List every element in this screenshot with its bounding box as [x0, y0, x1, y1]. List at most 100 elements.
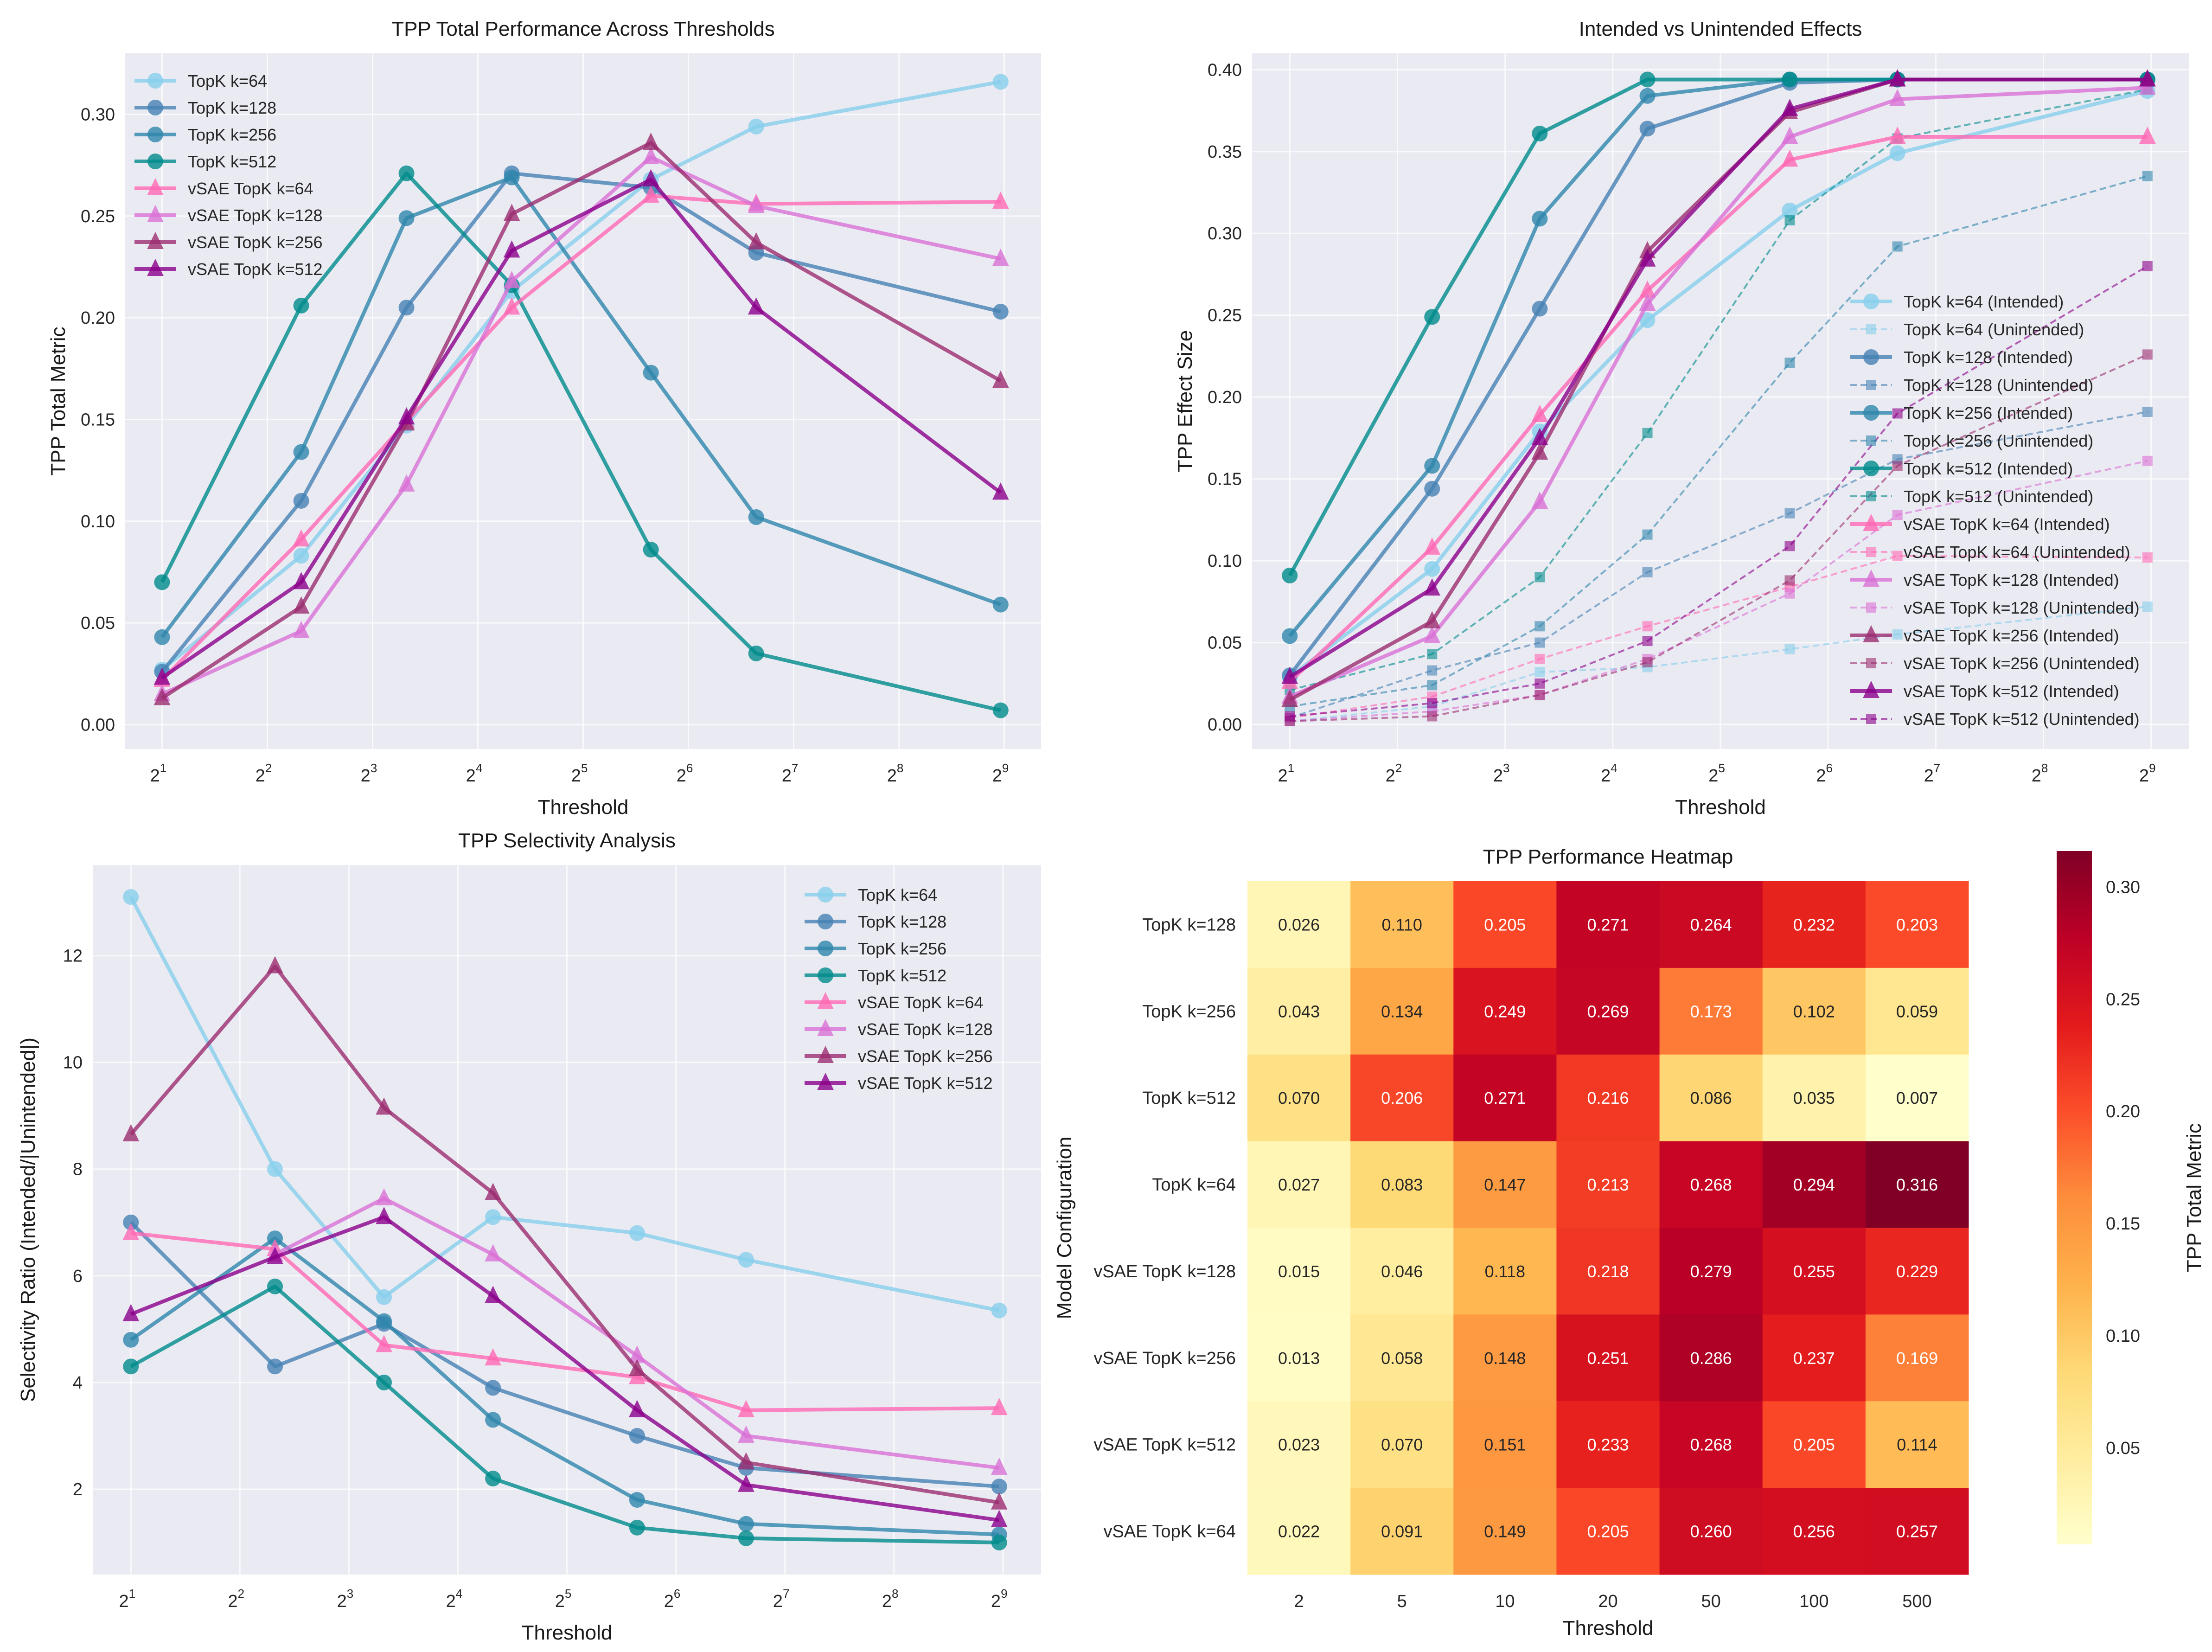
cell-value: 0.007: [1896, 1089, 1938, 1108]
row-label: vSAE TopK k=64: [1103, 1522, 1236, 1542]
data-point: [1534, 637, 1545, 648]
heatmap-cell: [1350, 1141, 1454, 1228]
x-tick-label: 29: [992, 761, 1009, 786]
heatmap-cell: [1762, 1401, 1866, 1488]
y-tick-label: 0.35: [1208, 142, 1242, 162]
x-tick-exponent: 7: [783, 1587, 789, 1601]
x-tick-base: 2: [1493, 766, 1503, 786]
y-tick-label: 0.05: [81, 614, 115, 633]
x-tick-label: 23: [337, 1587, 354, 1611]
legend-item: vSAE TopK k=64: [805, 992, 984, 1012]
data-point: [1889, 145, 1905, 161]
data-point: [738, 1530, 754, 1546]
cell-value: 0.229: [1896, 1262, 1938, 1281]
data-point: [1424, 626, 1441, 643]
legend-item: TopK k=512 (Intended): [1850, 459, 2073, 478]
y-tick-label: 0.00: [81, 715, 115, 735]
data-point: [1782, 71, 1798, 88]
x-tick-base: 2: [337, 1592, 347, 1611]
data-point: [1427, 649, 1438, 660]
x-tick-label: 24: [466, 761, 483, 786]
data-point: [122, 1223, 140, 1240]
cell-value: 0.257: [1896, 1522, 1938, 1541]
data-point: [122, 1304, 140, 1321]
legend-item: vSAE TopK k=256: [134, 231, 323, 252]
x-tick-label: 25: [1708, 761, 1725, 786]
legend-marker: [147, 154, 163, 169]
cell-value: 0.173: [1690, 1002, 1732, 1021]
legend-label: TopK k=64 (Intended): [1904, 292, 2064, 311]
legend-marker: [818, 967, 833, 983]
legend-item: TopK k=128 (Intended): [1850, 348, 2073, 367]
data-point: [267, 1278, 283, 1294]
legend-marker: [818, 914, 833, 929]
cell-value: 0.027: [1278, 1175, 1320, 1194]
data-point: [2142, 171, 2153, 181]
heatmap-cell: [1247, 1228, 1351, 1315]
x-tick-label: 21: [150, 761, 167, 786]
x-tick-label: 21: [119, 1587, 135, 1611]
legend-item: TopK k=512 (Unintended): [1850, 487, 2093, 506]
cell-value: 0.058: [1381, 1349, 1423, 1368]
legend-label: vSAE TopK k=512: [858, 1074, 993, 1093]
legend-marker: [1866, 435, 1876, 446]
data-point: [376, 1188, 392, 1205]
data-point: [485, 1348, 501, 1366]
data-point: [398, 407, 415, 425]
x-tick-label: 22: [256, 761, 272, 786]
column-label: 20: [1598, 1592, 1617, 1611]
x-tick-label: 24: [1601, 761, 1617, 786]
y-tick-label: 0.25: [81, 207, 115, 226]
data-point: [991, 1479, 1007, 1495]
data-point: [1781, 98, 1798, 116]
legend-item: TopK k=256: [134, 125, 276, 144]
y-axis-label: Model Configuration: [1053, 1137, 1076, 1319]
heatmap-cell: [1453, 1141, 1557, 1228]
chart-effects: 21 22 23 24 25 26 27 28 290.000.050.100.150.200.…: [1174, 18, 2189, 819]
data-point: [1781, 149, 1798, 167]
data-point: [1534, 621, 1545, 632]
legend-marker: [1863, 569, 1880, 587]
legend-label: TopK k=128 (Unintended): [1904, 376, 2093, 395]
legend-label: TopK k=512 (Intended): [1904, 459, 2073, 478]
heatmap-cell: [1659, 1141, 1763, 1228]
heatmap-cell: [1350, 1228, 1454, 1315]
data-point: [1534, 667, 1545, 678]
data-point: [485, 1412, 501, 1428]
series-vsae-topk-k-512: [122, 1207, 1008, 1527]
colorbar-tick-label: 0.20: [2106, 1102, 2140, 1121]
data-point: [1642, 567, 1653, 577]
data-point: [293, 596, 310, 614]
data-point: [738, 1400, 754, 1417]
legend-item: vSAE TopK k=128: [805, 1018, 993, 1039]
data-point: [123, 1332, 139, 1348]
legend-item: vSAE TopK k=256 (Intended): [1850, 625, 2119, 645]
y-tick-label: 0.05: [1208, 634, 1242, 653]
legend-marker: [1866, 324, 1876, 334]
legend-item: TopK k=128: [134, 98, 276, 117]
heatmap-cell: [1453, 1314, 1557, 1402]
data-point: [1642, 428, 1653, 438]
y-tick-label: 8: [73, 1160, 83, 1179]
x-tick-exponent: 3: [371, 761, 377, 775]
x-tick-base: 2: [555, 1592, 565, 1611]
data-point: [1427, 711, 1438, 722]
x-tick-label: 22: [228, 1587, 245, 1611]
x-tick-exponent: 4: [456, 1587, 462, 1601]
x-tick-exponent: 9: [1001, 1587, 1007, 1601]
cell-value: 0.046: [1381, 1262, 1423, 1281]
row-label: vSAE TopK k=512: [1093, 1435, 1236, 1455]
data-point: [1639, 71, 1656, 88]
data-point: [2142, 455, 2153, 466]
data-point: [1424, 480, 1440, 497]
heatmap-cell: [1247, 967, 1351, 1055]
series-vsae-topk-k-256-unintended: [1285, 349, 2153, 726]
data-point: [376, 1097, 392, 1115]
data-point: [643, 542, 659, 558]
legend-item: TopK k=64: [134, 71, 267, 90]
legend-item: vSAE TopK k=256 (Unintended): [1850, 654, 2140, 673]
x-tick-base: 2: [571, 766, 581, 786]
legend-label: vSAE TopK k=256: [188, 233, 323, 252]
data-point: [992, 74, 1009, 90]
